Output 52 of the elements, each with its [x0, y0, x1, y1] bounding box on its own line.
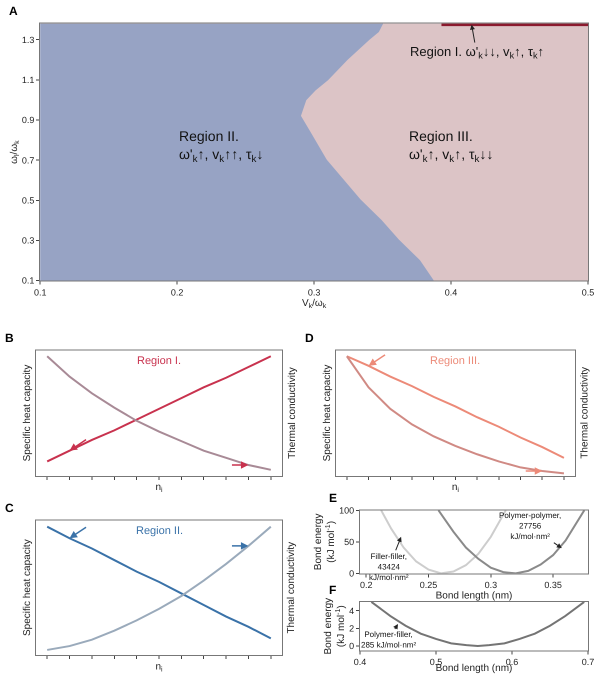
x-tick-label: 0.7 — [582, 657, 594, 668]
x-axis-title: V$_{k}$/ω$_{k}$ — [302, 298, 327, 310]
chart-subtitle: Region II. — [136, 525, 184, 537]
chart-title: C — [5, 501, 14, 515]
y-axis-title: Specific heat capacity — [22, 364, 33, 462]
annotation: Filler-filler, 43424 kJ/mol·nm² — [369, 552, 409, 582]
annotation: Region I. ω'$_{k}$↓↓, v$_{k}$↑, τ$_{k}$↑ — [410, 44, 544, 61]
y2-axis-title: Thermal conductivity — [580, 367, 591, 459]
chart-title: E — [329, 491, 338, 505]
y-tick-label: 0 — [349, 568, 354, 579]
y-tick-label: 100 — [339, 505, 354, 516]
line-series — [437, 510, 586, 574]
x-axis-title: Bond length (nm) — [436, 663, 512, 674]
y-tick-label: 0.1 — [22, 276, 34, 286]
x-tick-label: 0.4 — [444, 287, 458, 298]
x-tick-label: 0.3 — [484, 580, 498, 590]
y-tick-label: 50 — [344, 536, 354, 547]
annotation: Polymer-polymer, 27756 kJ/mol·nm² — [499, 511, 562, 541]
chart-subtitle: Region I. — [137, 355, 182, 367]
y-tick-label: 0.5 — [22, 195, 34, 206]
chart-title: B — [5, 331, 14, 345]
y-axis-title: Specific heat capacity — [22, 539, 33, 636]
y-tick-label: 0 — [349, 641, 354, 652]
chart-title: A — [9, 4, 18, 18]
x-tick-label: 0.4 — [354, 657, 366, 668]
chart-title: D — [305, 331, 314, 345]
y-tick-label: 2 — [349, 624, 354, 634]
x-axis-title: Bond length (nm) — [436, 590, 512, 602]
y-tick-label: 4 — [349, 606, 354, 616]
x-tick-label: 0.5 — [582, 287, 594, 298]
y-tick-label: 0.3 — [22, 236, 34, 246]
y-tick-label: 1.1 — [22, 74, 34, 85]
y-tick-label: 0.7 — [22, 155, 34, 166]
x-axis-title: n$_{i}$ — [452, 482, 460, 494]
annotation: Polymer-filler, 285 kJ/mol·nm² — [361, 630, 416, 650]
annotation: Region II. ω'$_{k}$↑, v$_{k}$↑↑, τ$_{k}$↓ — [179, 128, 264, 166]
chart-subtitle: Region III. — [430, 355, 480, 367]
y-axis-title: Specific heat capacity — [322, 364, 333, 462]
x-axis-title: n$_{i}$ — [155, 661, 163, 674]
x-tick-label: 0.2 — [360, 580, 372, 590]
x-tick-label: 0.3 — [308, 287, 320, 298]
x-tick-label: 0.25 — [420, 580, 438, 590]
annotation: Region III. ω'$_{k}$↑, v$_{k}$↑, τ$_{k}$↓↓ — [409, 128, 494, 166]
y2-axis-title: Thermal conductivity — [286, 367, 298, 459]
x-tick-label: 0.35 — [544, 580, 562, 590]
chart-title: F — [329, 583, 336, 597]
x-tick-label: 0.1 — [34, 287, 46, 298]
y-tick-label: 0.9 — [22, 115, 34, 126]
x-tick-label: 0.2 — [170, 287, 184, 298]
y2-axis-title: Thermal conductivity — [286, 542, 298, 634]
x-axis-title: n$_{i}$ — [155, 482, 163, 494]
y-tick-label: 1.3 — [22, 34, 34, 45]
